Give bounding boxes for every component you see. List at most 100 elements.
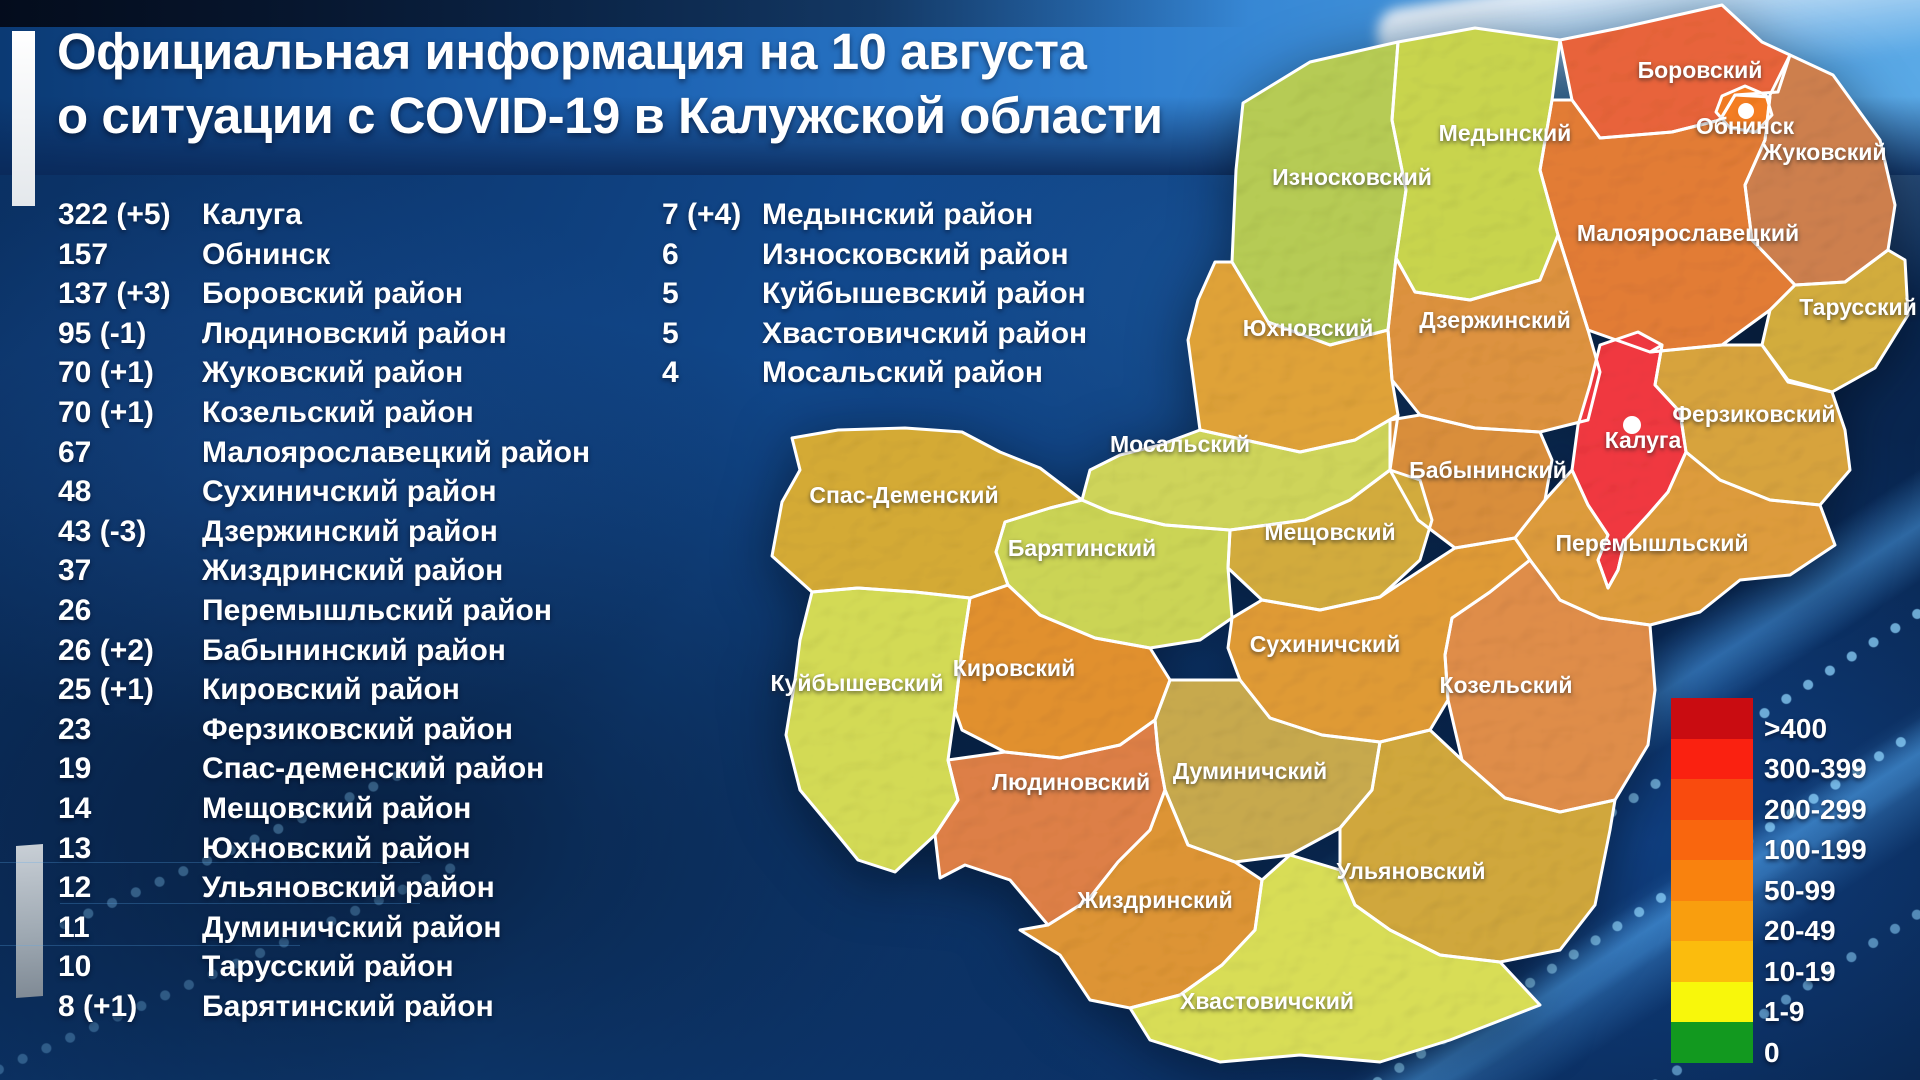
stat-row: 25 (+1) Кировский район [58,671,460,709]
stat-district-name: Мосальский район [762,356,1043,390]
legend-color-swatch [1671,1022,1753,1063]
stat-value: 4 [662,356,679,390]
map-district-label-zhukovsky: Жуковский [1761,139,1887,165]
kaluga-dot [1623,416,1641,434]
district-iznoskovsky [1232,42,1406,345]
legend-bin-label: 20-49 [1764,915,1836,946]
district-border-tarussky [1760,248,1910,394]
legend-bin-label: 100-199 [1764,834,1867,865]
district-kirovsky [955,585,1170,758]
map-district-label-duminichsky: Думиничский [1173,758,1327,784]
stat-district-name: Сухиничский район [202,475,497,509]
district-baryatinsky [996,500,1232,648]
district-border-kozelsky [1443,558,1657,814]
title-line-1: Официальная информация на 10 августа [57,23,1087,80]
district-duminichsky [1155,680,1380,862]
stat-district-name: Малоярославецкий район [202,435,591,469]
map-district-label-yukhnovsky: Юхновский [1243,315,1374,341]
obninsk-dot [1738,103,1754,119]
stat-district-name: Боровский район [202,277,464,311]
stat-value: 137 (+3) [58,277,171,311]
map-district-label-iznoskovsky: Износковский [1272,164,1432,190]
stat-district-name: Куйбышевский район [762,277,1086,311]
district-border-khvastovichsky [1128,853,1542,1064]
map-district-label-babyninsky: Бабынинский [1409,457,1567,483]
district-sukhinichsky [1228,538,1530,742]
background-circuit-line [0,945,300,946]
legend-color-swatch [1671,738,1753,780]
map-district-label-meshchovsky: Мещовский [1264,519,1395,545]
map-district-label-lyudinovsky: Людиновский [992,769,1150,795]
stat-value: 157 [58,237,109,271]
legend-bin-label: >400 [1764,712,1828,744]
stat-value: 7 (+4) [662,198,742,231]
map-district-label-borovsky: Боровский [1638,57,1763,83]
stat-district-name: Тарусский район [202,950,454,984]
stat-value: 26 [58,594,92,627]
stat-value: 13 [58,831,92,865]
stat-value: 14 [58,792,92,825]
stat-row: 6 Износковский район [662,236,1069,274]
stat-row: 70 (+1) Козельский район [58,394,474,432]
district-border-obninsk-city [1714,84,1774,134]
stat-value: 10 [58,950,92,984]
stat-row: 12 Ульяновский район [58,869,495,907]
stat-row: 48 Сухиничский район [58,473,497,511]
legend-color-swatch [1671,900,1753,942]
stat-district-name: Людиновский район [202,316,507,350]
legend-bin-label: 200-299 [1764,793,1867,825]
map-district-label-mosalsky: Мосальский [1110,431,1250,457]
stat-row: 5 Куйбышевский район [662,275,1086,313]
legend-color-swatch [1671,819,1753,861]
stat-district-name: Кировский район [202,673,460,707]
stat-row: 157 Обнинск [58,236,330,274]
map-districts [772,5,1908,1062]
stat-row: 13 Юхновский район [58,830,471,868]
legend-color-swatch [1671,779,1753,820]
district-medynsky [1392,28,1560,300]
stat-value: 26 (+2) [58,633,154,667]
legend-color-swatch [1671,698,1753,739]
stat-row: 7 (+4) Медынский район [662,196,1033,234]
legend-color-swatch [1671,860,1753,901]
district-khvastovichsky [1130,855,1540,1062]
district-kuybyshevsky [786,588,970,872]
map-district-label-baryatinsky: Барятинский [1008,535,1156,561]
stat-row: 19 Спас-деменский район [58,750,544,788]
stat-row: 4 Мосальский район [662,354,1043,392]
stat-value: 37 [58,554,92,588]
district-zhukovsky [1745,55,1895,285]
map-district-label-sukhinichsky: Сухиничский [1250,631,1401,657]
stat-row: 5 Хвастовичский район [662,315,1087,353]
stat-district-name: Калуга [202,198,302,231]
map-district-label-khvastovichsky: Хвастовичский [1180,988,1354,1014]
district-zhizdrinsky [1020,790,1262,1008]
district-dzerzhinsky [1388,235,1600,432]
district-kozelsky [1445,560,1655,812]
stat-row: 26 (+2) Бабынинский район [58,632,506,670]
stat-value: 12 [58,871,92,905]
stat-row: 43 (-3) Дзержинский район [58,513,498,551]
map-district-label-dzerzhinsky: Дзержинский [1419,307,1571,333]
district-ulyanovsky [1340,730,1615,962]
stat-district-name: Ульяновский район [202,871,495,905]
district-yukhnovsky [1188,262,1398,452]
map-district-label-kaluga-city: Калуга [1605,427,1682,453]
stat-value: 8 (+1) [58,990,138,1023]
district-meshchovsky [1228,470,1432,610]
stat-value: 67 [58,435,92,469]
stat-value: 23 [58,712,92,746]
stat-value: 322 (+5) [58,198,171,231]
stat-row: 37 Жиздринский район [58,552,503,590]
stat-district-name: Перемышльский район [202,594,552,627]
map-district-label-obninsk-city: Обнинск [1696,113,1795,139]
legend-color-swatch [1671,941,1753,982]
stat-value: 95 (-1) [58,316,147,350]
stat-value: 6 [662,237,679,271]
stat-row: 67 Малоярославецкий район [58,434,590,472]
stat-district-name: Бабынинский район [202,633,506,667]
background-circuit-line [60,903,420,904]
map-district-label-kirovsky: Кировский [953,655,1075,681]
district-spas-demensky [772,428,1082,598]
